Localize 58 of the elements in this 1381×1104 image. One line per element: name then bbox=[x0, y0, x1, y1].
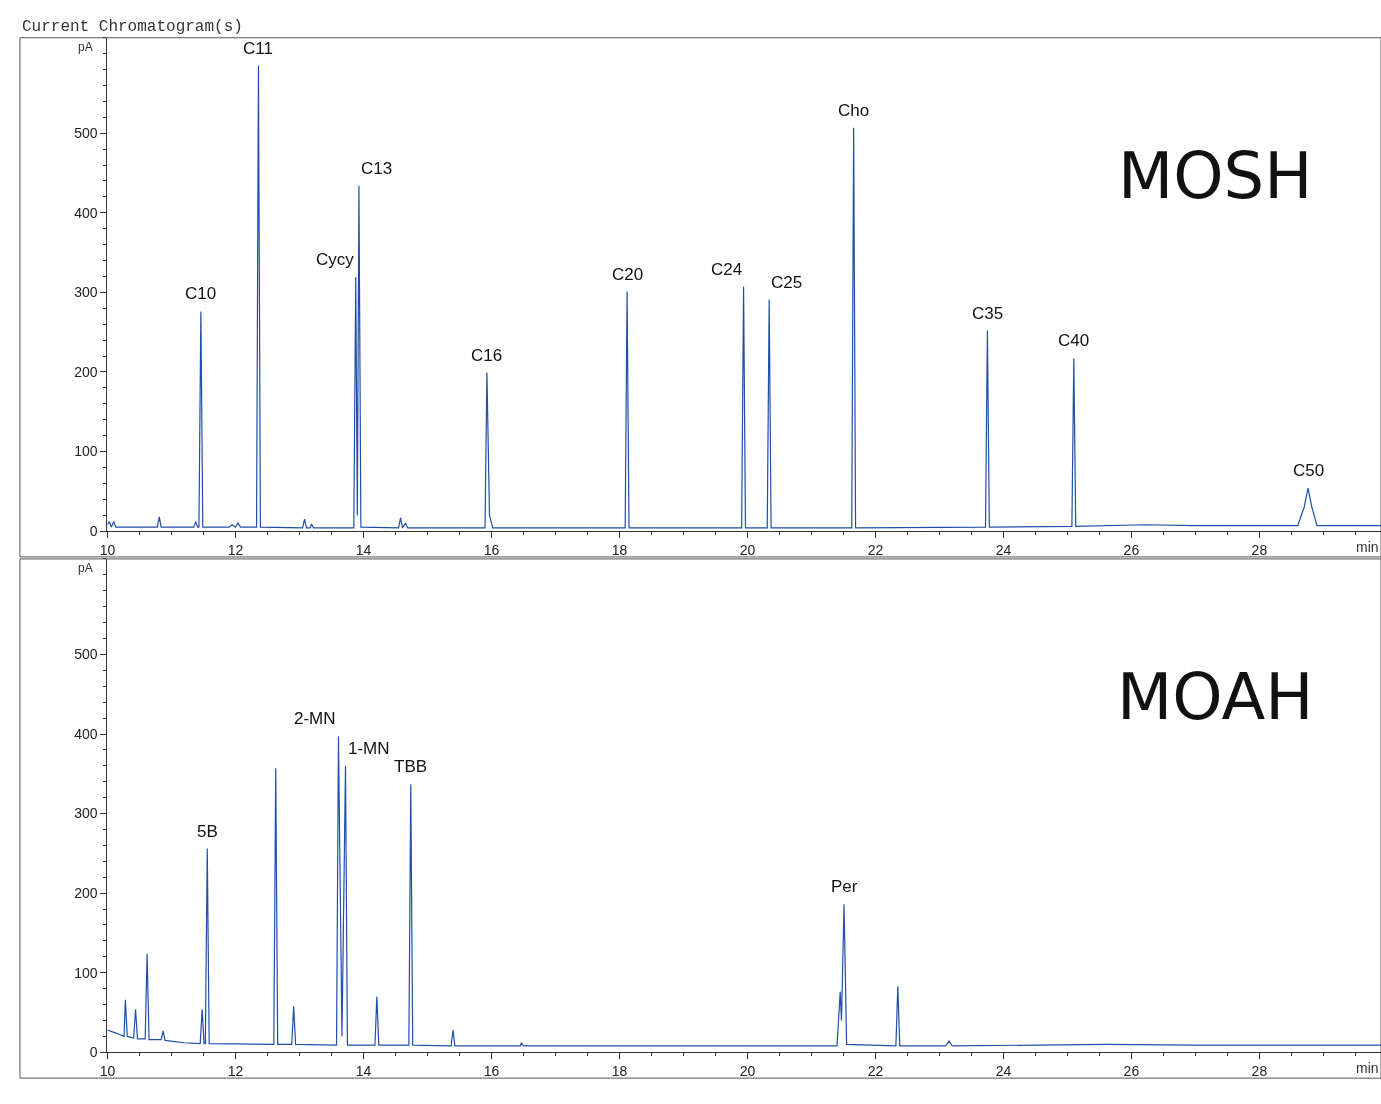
y-tick-label: 200 bbox=[74, 885, 98, 902]
x-tick-label: 24 bbox=[995, 1063, 1012, 1080]
y-tick-label: 100 bbox=[74, 964, 98, 981]
x-tick-label: 22 bbox=[867, 1063, 884, 1080]
x-tick-label: 12 bbox=[227, 1063, 244, 1080]
y-axis-title: pA bbox=[78, 561, 93, 575]
x-tick-label: 20 bbox=[739, 1063, 756, 1080]
y-axis-title: pA bbox=[78, 40, 93, 54]
chart-title: Current Chromatogram(s) bbox=[22, 18, 243, 36]
annotation: Cho bbox=[838, 101, 870, 120]
annotation: 5B bbox=[197, 822, 218, 841]
x-tick-label: 26 bbox=[1123, 1063, 1140, 1080]
y-tick-label: 100 bbox=[74, 443, 98, 460]
annotation: Per bbox=[831, 877, 858, 896]
y-tick-label: 0 bbox=[89, 523, 98, 540]
x-axis-title: min bbox=[1356, 1060, 1379, 1076]
x-tick-label: 16 bbox=[483, 541, 500, 558]
y-tick-label: 500 bbox=[74, 646, 98, 663]
y-tick-label: 0 bbox=[89, 1044, 98, 1061]
annotation: MOAH bbox=[1117, 660, 1314, 734]
annotation: MOSH bbox=[1118, 139, 1313, 213]
annotation: 2-MN bbox=[294, 709, 336, 728]
x-tick-label: 10 bbox=[99, 541, 116, 558]
x-tick-label: 22 bbox=[867, 541, 884, 558]
x-tick-label: 28 bbox=[1251, 1063, 1268, 1080]
annotation: C11 bbox=[243, 39, 273, 58]
x-tick-label: 20 bbox=[739, 541, 756, 558]
y-tick-label: 400 bbox=[74, 725, 98, 742]
annotation: C50 bbox=[1293, 461, 1325, 480]
y-tick-label: 400 bbox=[74, 204, 98, 221]
annotation: C16 bbox=[471, 346, 503, 365]
y-tick-label: 300 bbox=[74, 805, 98, 822]
line-series bbox=[107, 64, 1381, 529]
x-tick-label: 14 bbox=[355, 541, 372, 558]
y-tick-label: 300 bbox=[74, 284, 98, 301]
annotation: C35 bbox=[972, 304, 1004, 323]
annotation: TBB bbox=[394, 757, 428, 776]
x-axis-title: min bbox=[1356, 539, 1379, 555]
x-tick-label: 12 bbox=[227, 541, 244, 558]
x-tick-label: 24 bbox=[995, 541, 1012, 558]
annotation: Cycy bbox=[316, 250, 355, 269]
annotation: C13 bbox=[361, 159, 393, 178]
x-tick-label: 10 bbox=[99, 1063, 116, 1080]
x-tick-label: 18 bbox=[611, 1063, 628, 1080]
x-tick-label: 26 bbox=[1123, 541, 1140, 558]
x-tick-label: 18 bbox=[611, 541, 628, 558]
annotation: C24 bbox=[711, 260, 743, 279]
annotation: C20 bbox=[612, 265, 644, 284]
annotation: C10 bbox=[185, 284, 217, 303]
annotation: C40 bbox=[1058, 331, 1090, 350]
y-tick-label: 500 bbox=[74, 125, 98, 142]
annotation: C25 bbox=[771, 273, 803, 292]
x-tick-label: 28 bbox=[1251, 541, 1268, 558]
y-tick-label: 200 bbox=[74, 363, 98, 380]
x-tick-label: 16 bbox=[483, 1063, 500, 1080]
line-series bbox=[107, 735, 1381, 1047]
annotation: 1-MN bbox=[348, 739, 390, 758]
x-tick-label: 14 bbox=[355, 1063, 372, 1080]
